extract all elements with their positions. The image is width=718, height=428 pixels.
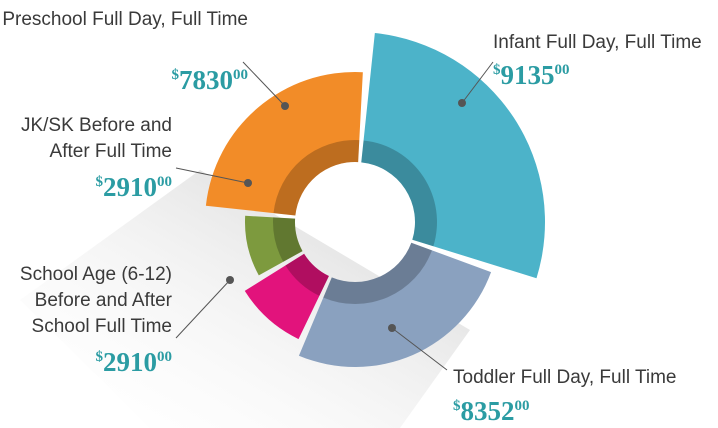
- sector: [298, 242, 492, 367]
- leader-line: [175, 167, 249, 184]
- currency-symbol: $: [95, 174, 104, 190]
- amount: 7830: [179, 65, 233, 95]
- value-label: $291000: [0, 172, 173, 203]
- value-label: $835200: [453, 396, 530, 427]
- inner-band: [273, 140, 360, 216]
- sector: [244, 253, 329, 340]
- currency-symbol: $: [493, 62, 501, 78]
- value-label: $783000: [0, 65, 249, 96]
- leader-line: [175, 279, 231, 339]
- sector: [205, 72, 363, 216]
- cents: 00: [554, 62, 570, 78]
- amount: 2910: [103, 347, 157, 377]
- amount: 2910: [103, 172, 157, 202]
- cents: 00: [514, 398, 530, 414]
- amount: 9135: [500, 60, 555, 90]
- leaders: [175, 61, 494, 371]
- currency-symbol: $: [95, 349, 104, 365]
- value-label: $913500: [493, 60, 570, 91]
- leader-dot: [226, 276, 234, 284]
- leader-line: [242, 61, 286, 107]
- category-label: School Age (6-12) Before and After Schoo…: [19, 264, 172, 337]
- sector: [361, 33, 545, 279]
- leader-line: [461, 61, 494, 104]
- inner-band: [361, 140, 437, 247]
- inner-band: [285, 253, 329, 296]
- inner-band: [323, 242, 432, 304]
- cents: 00: [157, 174, 172, 190]
- currency-symbol: $: [171, 67, 180, 83]
- leader-dot: [281, 102, 289, 110]
- category-label: Toddler Full Day, Full Time: [453, 367, 677, 388]
- leader-line: [391, 327, 448, 371]
- category-label: Preschool Full Day, Full Time: [2, 9, 248, 30]
- category-label: JK/SK Before and After Full Time: [20, 115, 172, 162]
- currency-symbol: $: [453, 398, 461, 414]
- cents: 00: [233, 67, 248, 83]
- sectors: [205, 33, 545, 367]
- leader-dot: [244, 179, 252, 187]
- leader-dot: [388, 324, 396, 332]
- inner-band: [273, 217, 303, 262]
- amount: 8352: [460, 396, 515, 426]
- category-label: Infant Full Day, Full Time: [493, 32, 702, 53]
- sector: [244, 215, 303, 276]
- leader-dot: [458, 99, 466, 107]
- value-label: $291000: [0, 347, 173, 378]
- cents: 00: [157, 349, 172, 365]
